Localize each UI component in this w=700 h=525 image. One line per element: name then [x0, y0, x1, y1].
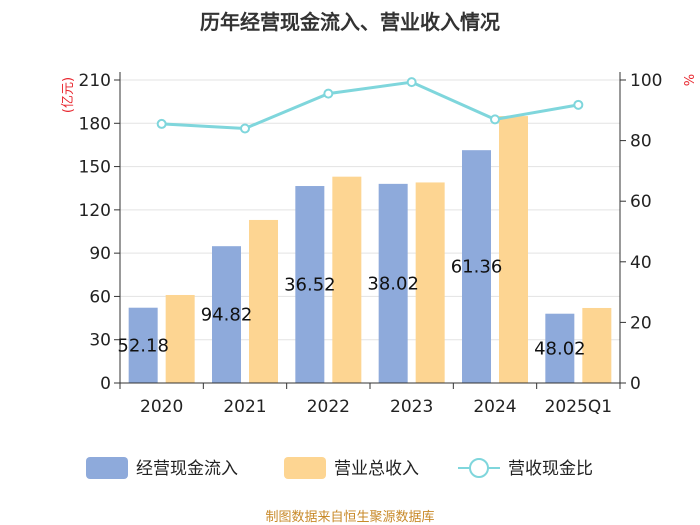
legend: 经营现金流入 营业总收入 营收现金比 — [86, 457, 593, 479]
left-tick-label: 180 — [79, 114, 111, 134]
bar-data-label: 94.82 — [201, 305, 253, 326]
legend-label-revenue: 营业总收入 — [334, 459, 419, 479]
left-tick-label: 60 — [89, 287, 111, 307]
legend-swatch-cash-inflow — [86, 457, 128, 479]
line-point — [323, 88, 334, 99]
legend-label-cash-inflow: 经营现金流入 — [136, 459, 238, 479]
legend-label-ratio: 营收现金比 — [508, 459, 593, 479]
x-tick-label: 2024 — [473, 397, 516, 417]
bar-revenue — [499, 116, 528, 384]
right-tick-label: 0 — [630, 374, 641, 394]
right-tick-label: 20 — [630, 313, 652, 333]
left-tick-label: 30 — [89, 331, 111, 351]
x-tick-label: 2025Q1 — [545, 397, 612, 417]
bar-data-label: 36.52 — [284, 275, 336, 296]
bar-cash-inflow — [378, 183, 408, 383]
source-note: 制图数据来自恒生聚源数据库 — [265, 510, 435, 525]
x-tick-label: 2023 — [390, 397, 433, 417]
left-tick-label: 120 — [79, 201, 111, 221]
chart-title: 历年经营现金流入、营业收入情况 — [200, 10, 500, 34]
x-tick-label: 2021 — [223, 397, 266, 417]
right-tick-label: 80 — [630, 132, 652, 152]
left-tick-label: 0 — [100, 374, 111, 394]
bar-revenue — [582, 307, 612, 383]
axes: 0 30 60 90 120 150 180 210 0 20 40 60 80 100 (亿元) % 2020… — [61, 71, 695, 417]
legend-marker-ratio — [469, 458, 489, 478]
right-tick-label: 60 — [630, 192, 652, 212]
bar-data-label: 52.18 — [117, 335, 169, 356]
grid-lines — [120, 79, 620, 341]
right-axis-label: % — [680, 74, 695, 86]
bar-data-label: 48.02 — [534, 338, 586, 359]
line-series — [156, 77, 584, 134]
bar-data-label: 61.36 — [451, 257, 503, 278]
line-point — [573, 99, 584, 110]
left-tick-label: 210 — [79, 71, 111, 91]
right-tick-label: 100 — [630, 71, 662, 91]
line-point — [490, 114, 500, 125]
line-cash-ratio — [161, 80, 579, 130]
bar-cash-inflow — [295, 186, 325, 383]
data-labels: 52.18 94.82 36.52 38.02 61.36 48.02 — [117, 257, 585, 360]
bar-data-label: 38.02 — [367, 273, 419, 294]
left-tick-label: 150 — [79, 158, 111, 178]
line-point — [156, 118, 167, 129]
bar-revenue — [415, 182, 445, 383]
line-point — [406, 77, 417, 88]
line-point — [240, 123, 250, 134]
left-tick-label: 90 — [89, 244, 111, 264]
bar-series — [128, 116, 612, 384]
bar-cash-inflow — [462, 150, 491, 383]
bar-cash-inflow — [128, 307, 158, 383]
right-tick-label: 40 — [630, 253, 652, 273]
left-axis-label: (亿元) — [61, 77, 76, 113]
bar-revenue — [332, 176, 362, 383]
x-tick-label: 2020 — [140, 397, 183, 417]
x-tick-label: 2022 — [307, 397, 350, 417]
bar-revenue — [249, 219, 278, 383]
bar-cash-inflow — [212, 246, 241, 383]
bar-cash-inflow — [545, 313, 575, 383]
legend-swatch-revenue — [284, 457, 326, 479]
bar-revenue — [165, 294, 195, 383]
